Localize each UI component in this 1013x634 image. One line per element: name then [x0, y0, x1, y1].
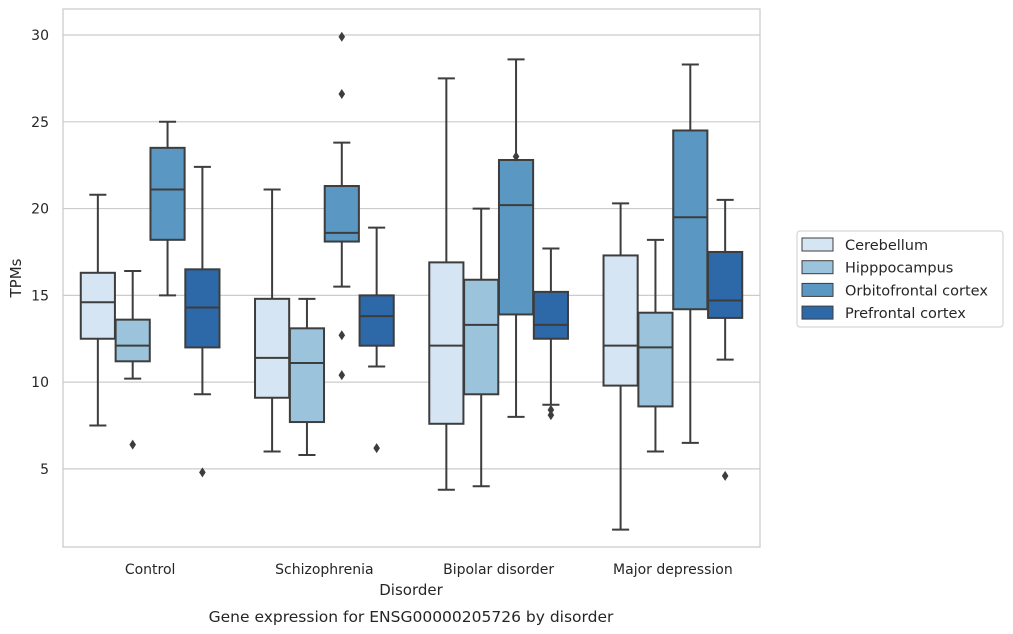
x-tick-label: Major depression	[613, 562, 733, 578]
legend-swatch	[801, 282, 834, 297]
box-iqr	[637, 311, 674, 408]
legend-label: Orbitofrontal cortex	[845, 283, 988, 299]
x-tick-labels: Control Schizophrenia Bipolar disorder Majo…	[125, 562, 733, 578]
y-tick-label: 30	[31, 28, 49, 44]
legend-frame	[796, 230, 1004, 328]
box-group	[463, 207, 500, 488]
y-axis-title: TPMs	[7, 258, 25, 298]
x-axis-title: Disorder	[379, 581, 443, 599]
box-iqr	[428, 261, 465, 425]
legend-swatch	[801, 237, 834, 252]
outlier-point	[338, 89, 346, 100]
box-iqr	[149, 146, 186, 241]
box-group	[672, 63, 709, 444]
outlier-point	[199, 467, 206, 478]
y-tick-label: 5	[40, 462, 49, 478]
outlier-point	[512, 151, 520, 162]
box-group	[428, 77, 465, 491]
box-group	[149, 120, 186, 297]
x-tick-label: Control	[125, 562, 176, 578]
legend-label: Hipppocampus	[845, 261, 953, 277]
outlier-point	[338, 31, 346, 42]
box-iqr	[358, 294, 395, 347]
box-group	[184, 165, 221, 478]
legend: Cerebellum Hipppocampus Orbitofrontal cort…	[796, 230, 1004, 328]
box-iqr	[463, 278, 500, 396]
legend-swatch	[801, 305, 834, 320]
chart-caption: Gene expression for ENSG00000205726 by d…	[209, 608, 614, 626]
y-tick-label: 10	[31, 375, 49, 391]
box-group	[707, 198, 744, 481]
y-tick-labels: 5 10 15 20 25 30	[31, 28, 49, 478]
outlier-point	[721, 470, 729, 481]
plot-background	[63, 9, 760, 547]
outlier-point	[547, 404, 555, 415]
box-group	[323, 31, 360, 381]
outlier-point	[338, 370, 346, 381]
plot-frame	[62, 8, 761, 548]
box-group	[288, 297, 326, 457]
y-tick-label: 15	[31, 288, 49, 304]
legend-label: Prefrontal cortex	[845, 306, 966, 322]
x-tick-label: Bipolar disorder	[443, 562, 554, 578]
box-group	[254, 188, 291, 453]
box-iqr	[79, 271, 116, 340]
box-group	[532, 247, 569, 421]
box-group	[602, 202, 639, 531]
boxes-layer	[79, 31, 744, 531]
box-group	[497, 58, 535, 418]
legend-swatch	[801, 260, 834, 275]
y-tick-label: 20	[31, 202, 49, 218]
box-iqr	[254, 297, 291, 399]
outlier-point	[547, 410, 555, 421]
box-iqr	[602, 254, 639, 387]
y-tick-label: 25	[31, 115, 49, 131]
box-iqr	[532, 290, 569, 340]
outlier-point	[373, 443, 380, 454]
box-iqr	[288, 327, 326, 424]
legend-label: Cerebellum	[845, 238, 928, 254]
box-iqr	[672, 129, 709, 311]
box-group	[79, 193, 116, 427]
box-group	[114, 270, 151, 450]
outlier-point	[129, 439, 136, 450]
box-iqr	[497, 158, 535, 316]
x-tick-label: Schizophrenia	[275, 562, 373, 578]
box-group	[358, 226, 395, 454]
box-iqr	[707, 250, 744, 319]
box-iqr	[114, 318, 151, 363]
box-group	[637, 238, 674, 453]
outlier-point	[338, 330, 346, 341]
